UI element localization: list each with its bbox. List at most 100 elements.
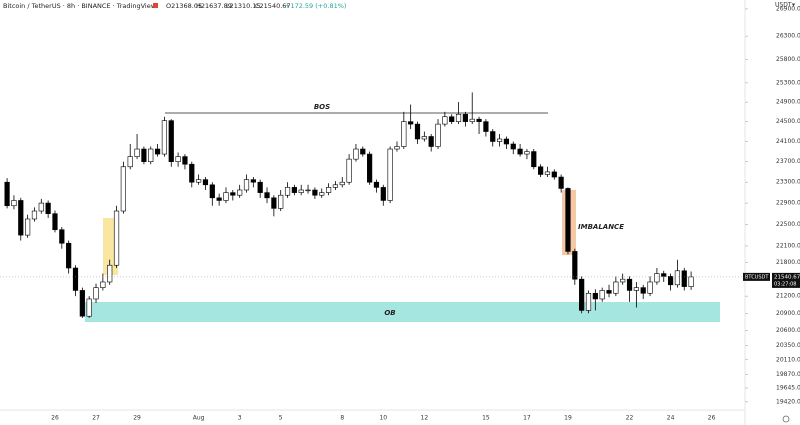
candle-body (271, 197, 277, 209)
bos-label: BOS (314, 103, 330, 111)
candle-body (647, 281, 653, 294)
y-tick-label: 25800.00 (776, 56, 800, 63)
candle-body (565, 188, 571, 252)
ohlc-close: C21540.67 (255, 2, 291, 10)
candle-body (517, 148, 523, 155)
currency-caret: ▾ (792, 2, 795, 9)
ohlc-open: O21368.05 (166, 2, 202, 10)
candle-body (31, 210, 38, 220)
candle-body (243, 179, 250, 191)
candle-body (11, 200, 17, 207)
x-tick-label: 22 (626, 415, 634, 422)
candle-body (681, 270, 687, 287)
x-tick-label: 10 (379, 415, 387, 422)
candle-body (93, 287, 99, 300)
candle-body (558, 176, 564, 189)
candle-body (298, 189, 304, 193)
candle-body (620, 278, 626, 283)
y-tick-label: 25300.00 (776, 79, 800, 86)
candles (4, 92, 694, 318)
x-tick-label: 27 (92, 415, 100, 422)
candle-body (230, 192, 236, 196)
candle-body (154, 148, 161, 155)
imbalance-label: IMBALANCE (578, 223, 624, 231)
y-tick-label: 22500.00 (776, 221, 800, 228)
y-tick-label: 19870.00 (776, 371, 800, 378)
candle-body (18, 200, 24, 236)
ohlc-high: H21637.89 (196, 2, 232, 10)
candle-body (86, 298, 92, 317)
candle-body (291, 187, 297, 193)
candle-body (202, 179, 209, 186)
candle-body (367, 153, 373, 183)
candle-body (483, 121, 489, 132)
candle-body (585, 292, 592, 311)
candle-body (161, 120, 168, 155)
candle-body (189, 163, 195, 183)
candle-body (216, 197, 222, 201)
x-tick-label: 8 (340, 415, 344, 422)
candle-body (380, 187, 386, 201)
candle-body (134, 148, 140, 157)
candle-body (572, 251, 578, 280)
candle-body (476, 118, 482, 122)
candle-body (428, 136, 434, 147)
x-tick-label: 29 (133, 415, 141, 422)
candle-body (257, 181, 263, 193)
x-tick-label: 15 (482, 415, 490, 422)
candle-body (100, 281, 106, 288)
x-tick-label: 26 (708, 415, 716, 422)
candle-body (538, 166, 544, 175)
candle-body (544, 171, 551, 175)
symbol-tag-text: BTCUSDT (745, 274, 769, 280)
price-tag-text: 21540.67 (774, 274, 800, 280)
candle-body (599, 290, 605, 300)
ohlc-low: L21310.15 (226, 2, 261, 10)
candle-body (305, 189, 311, 192)
candle-body (148, 148, 154, 162)
y-tick-label: 24900.00 (776, 99, 800, 106)
x-tick-label: 12 (421, 415, 429, 422)
y-tick-label: 20600.00 (776, 327, 800, 334)
candle-body (490, 131, 496, 142)
y-tick-label: 20900.00 (776, 310, 800, 317)
currency-label: USDT (775, 2, 792, 9)
y-tick-label: 24100.00 (776, 138, 800, 145)
x-tick-label: 19 (564, 415, 572, 422)
candle-body (45, 202, 51, 214)
candle-body (442, 116, 448, 125)
candle-body (640, 287, 646, 294)
ob-zone (85, 302, 720, 322)
candle-body (408, 121, 414, 125)
candle-body (373, 181, 380, 188)
ob-label: OB (384, 309, 395, 317)
candle-body (449, 116, 455, 122)
candle-body (551, 171, 557, 178)
candle-body (401, 121, 407, 147)
candle-body (346, 158, 352, 183)
y-tick-label: 21200.00 (776, 293, 800, 300)
candle-body (633, 287, 639, 291)
candle-body (592, 292, 598, 300)
candle-body (38, 202, 44, 212)
candle-body (435, 123, 441, 147)
symbol-tag (743, 272, 770, 281)
candle-body (319, 192, 325, 196)
candle-body (120, 166, 126, 212)
candle-body (66, 242, 72, 269)
candle-body (127, 156, 133, 168)
y-tick-label: 19645.00 (776, 384, 800, 391)
candle-body (531, 151, 537, 168)
candle-body (626, 278, 633, 291)
candle-body (284, 187, 291, 196)
chart-title: Bitcoin / TetherUS · 8h · BINANCE · Trad… (3, 2, 157, 10)
candle-body (250, 179, 256, 183)
candle-body (510, 143, 516, 150)
y-tick-label: 26300.00 (776, 33, 800, 40)
live-icon (153, 3, 158, 8)
candle-body (182, 156, 188, 165)
x-tick-label: 24 (667, 415, 675, 422)
y-tick-label: 22100.00 (776, 242, 800, 249)
